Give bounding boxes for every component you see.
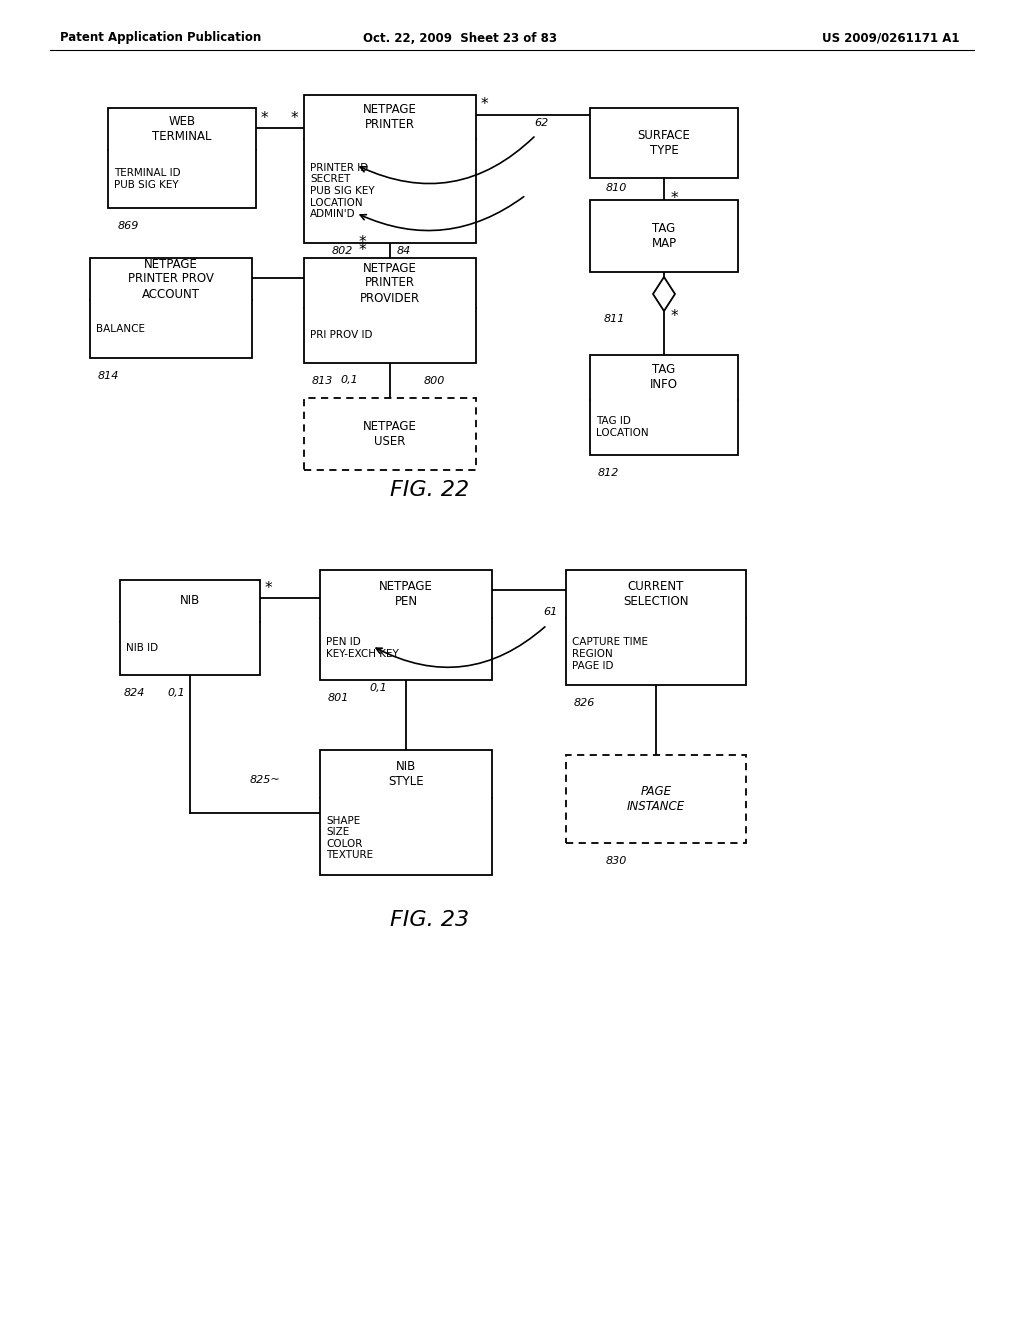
Text: US 2009/0261171 A1: US 2009/0261171 A1 [822, 32, 961, 45]
Text: 812: 812 [597, 469, 618, 478]
Text: 61: 61 [543, 607, 557, 616]
Bar [590, 108, 738, 178]
Text: NETPAGE
PRINTER PROV
ACCOUNT: NETPAGE PRINTER PROV ACCOUNT [128, 257, 214, 301]
Text: *: * [670, 190, 678, 206]
Text: TAG ID
LOCATION: TAG ID LOCATION [596, 416, 648, 438]
Text: WEB
TERMINAL: WEB TERMINAL [153, 115, 212, 143]
Text: *: * [358, 235, 366, 249]
Text: *: * [290, 111, 298, 125]
Text: *: * [264, 581, 271, 595]
Text: SURFACE
TYPE: SURFACE TYPE [638, 129, 690, 157]
Text: TAG
MAP: TAG MAP [651, 222, 677, 249]
Text: NETPAGE
PRINTER
PROVIDER: NETPAGE PRINTER PROVIDER [360, 261, 420, 305]
Bar [319, 570, 492, 680]
Bar [566, 755, 746, 843]
Text: 802: 802 [332, 246, 352, 256]
Text: Patent Application Publication: Patent Application Publication [60, 32, 261, 45]
Bar [590, 355, 738, 455]
Text: CAPTURE TIME
REGION
PAGE ID: CAPTURE TIME REGION PAGE ID [572, 638, 648, 671]
Text: SHAPE
SIZE
COLOR
TEXTURE: SHAPE SIZE COLOR TEXTURE [326, 816, 373, 861]
Text: NETPAGE
PRINTER: NETPAGE PRINTER [364, 103, 417, 131]
Text: 869: 869 [118, 220, 138, 231]
Text: 801: 801 [328, 693, 349, 704]
Bar [304, 95, 476, 243]
Text: NETPAGE
USER: NETPAGE USER [364, 420, 417, 447]
Text: BALANCE: BALANCE [96, 323, 145, 334]
Text: PRI PROV ID: PRI PROV ID [310, 330, 373, 341]
Polygon shape [653, 277, 675, 312]
Text: *: * [260, 111, 268, 125]
Text: 810: 810 [605, 183, 627, 193]
Bar [304, 399, 476, 470]
Text: 0,1: 0,1 [369, 682, 387, 693]
Text: 826: 826 [573, 698, 595, 708]
Bar [120, 579, 260, 675]
Text: CURRENT
SELECTION: CURRENT SELECTION [624, 579, 689, 609]
Text: 84: 84 [397, 246, 411, 256]
Text: 800: 800 [423, 376, 444, 385]
Text: 830: 830 [605, 855, 627, 866]
Text: *: * [670, 309, 678, 323]
Bar [304, 257, 476, 363]
Bar [319, 750, 492, 875]
Text: 811: 811 [603, 314, 625, 323]
Bar [566, 570, 746, 685]
Text: FIG. 22: FIG. 22 [390, 480, 470, 500]
Text: 814: 814 [97, 371, 119, 381]
Text: Oct. 22, 2009  Sheet 23 of 83: Oct. 22, 2009 Sheet 23 of 83 [362, 32, 557, 45]
Text: 825~: 825~ [249, 775, 280, 785]
Bar [90, 257, 252, 358]
Bar [108, 108, 256, 209]
Text: NIB: NIB [180, 594, 200, 607]
Text: TERMINAL ID
PUB SIG KEY: TERMINAL ID PUB SIG KEY [114, 168, 180, 190]
Text: 824: 824 [123, 688, 144, 698]
Text: TAG
INFO: TAG INFO [650, 363, 678, 391]
Text: PAGE
INSTANCE: PAGE INSTANCE [627, 785, 685, 813]
Text: 0,1: 0,1 [340, 375, 357, 385]
Text: PEN ID
KEY-EXCH KEY: PEN ID KEY-EXCH KEY [326, 638, 398, 659]
Bar [590, 201, 738, 272]
Text: 0,1: 0,1 [167, 688, 185, 698]
Text: NIB ID: NIB ID [126, 643, 158, 653]
Text: *: * [480, 98, 487, 112]
Text: NIB
STYLE: NIB STYLE [388, 760, 424, 788]
Text: NETPAGE
PEN: NETPAGE PEN [379, 579, 433, 609]
Text: FIG. 23: FIG. 23 [390, 909, 470, 931]
Text: PRINTER ID
SECRET
PUB SIG KEY
LOCATION
ADMIN'D: PRINTER ID SECRET PUB SIG KEY LOCATION A… [310, 162, 375, 219]
Text: 62: 62 [534, 117, 548, 128]
Text: 813: 813 [311, 376, 333, 385]
Text: *: * [358, 243, 366, 259]
